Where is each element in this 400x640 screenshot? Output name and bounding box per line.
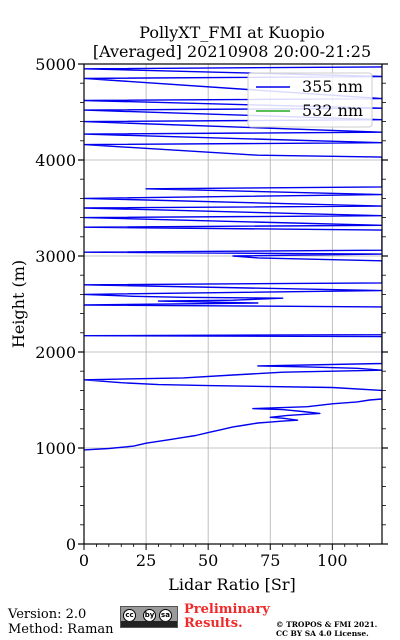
x-tick-label: 0 <box>79 551 89 570</box>
x-tick-label: 50 <box>198 551 218 570</box>
lidar-ratio-chart: PollyXT_FMI at Kuopio [Averaged] 2021090… <box>9 23 388 594</box>
y-tick-label: 5000 <box>35 55 76 74</box>
y-axis-label: Height (m) <box>9 260 28 348</box>
copyright-line1: © TROPOS & FMI 2021. <box>276 620 378 629</box>
preliminary-line1: Preliminary <box>184 602 270 617</box>
legend: 355 nm 532 nm <box>247 72 373 128</box>
legend-label-532: 532 nm <box>302 101 363 120</box>
y-tick-label: 3000 <box>35 247 76 266</box>
series-line-0 <box>84 66 382 451</box>
chart-title-line2: [Averaged] 20210908 20:00-21:25 <box>93 42 371 61</box>
chart-title-line1: PollyXT_FMI at Kuopio <box>139 23 325 42</box>
x-tick-label: 75 <box>260 551 280 570</box>
x-axis-label: Lidar Ratio [Sr] <box>168 575 296 594</box>
copyright-line2: CC BY SA 4.0 License. <box>276 629 369 638</box>
method-text: Method: Raman <box>8 622 114 637</box>
legend-label-355: 355 nm <box>302 77 363 96</box>
y-tick-label: 0 <box>66 535 76 554</box>
footer-info: Version: 2.0 Method: Raman <box>8 607 114 637</box>
copyright-note: © TROPOS & FMI 2021. CC BY SA 4.0 Licens… <box>276 620 377 638</box>
y-tick-label: 1000 <box>35 439 76 458</box>
cc-license-icon: cc by sa <box>120 606 178 628</box>
x-tick-label: 100 <box>317 551 348 570</box>
preliminary-results-note: Preliminary Results. <box>184 603 270 631</box>
series-lines <box>84 66 382 451</box>
x-tick-label: 25 <box>136 551 156 570</box>
version-text: Version: 2.0 <box>8 607 87 622</box>
y-tick-label: 4000 <box>35 151 76 170</box>
y-tick-label: 2000 <box>35 343 76 362</box>
preliminary-line2: Results. <box>184 616 243 631</box>
